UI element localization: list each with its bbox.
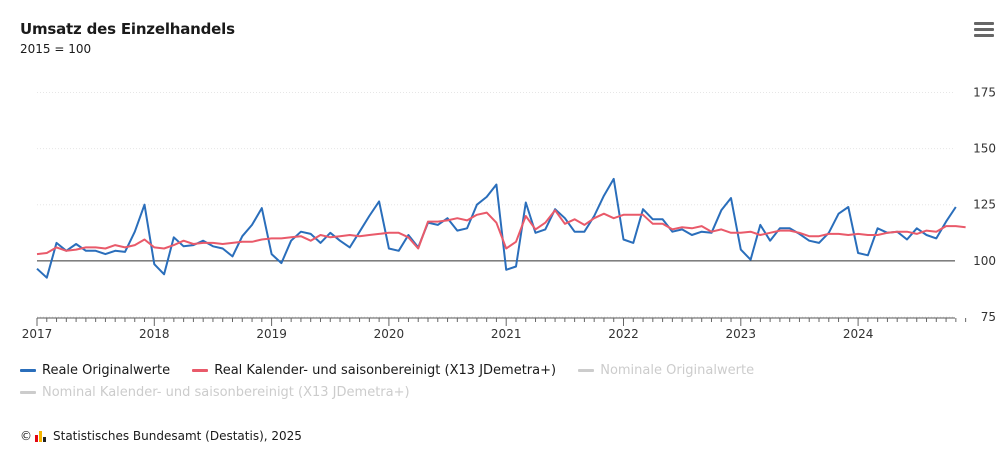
destatis-logo-icon — [35, 430, 49, 442]
x-tick-label: 2020 — [374, 327, 405, 340]
x-tick-label: 2021 — [491, 327, 522, 340]
series-line-reale-originalwerte — [36, 177, 957, 279]
chart-area: 75 100 125 150 175 2017 2018 2019 2020 2021 2022 2… — [22, 85, 996, 340]
y-tick-label: 150 — [973, 142, 996, 156]
legend-swatch — [20, 390, 36, 394]
chart-legend: Reale Originalwerte Real Kalender- und s… — [20, 360, 980, 402]
legend-swatch — [20, 368, 36, 372]
y-tick-label: 125 — [973, 198, 996, 212]
x-tick-label: 2017 — [22, 327, 53, 340]
series-line-real-kalender-und-saisonbereinigt-x13-jdemetra — [36, 209, 966, 256]
legend-item-nominale-originalwerte[interactable]: Nominale Originalwerte — [578, 360, 754, 380]
y-tick-label: 175 — [973, 85, 996, 99]
x-tick-label: 2019 — [256, 327, 287, 340]
source-credit: © Statistisches Bundesamt (Destatis), 20… — [20, 429, 302, 443]
hamburger-menu-icon[interactable] — [974, 22, 994, 40]
legend-label: Real Kalender- und saisonbereinigt (X13 … — [214, 362, 557, 378]
x-tick-label: 2022 — [608, 327, 639, 340]
chart-subtitle: 2015 = 100 — [20, 42, 92, 56]
legend-item-nominal-saisonbereinigt[interactable]: Nominal Kalender- und saisonbereinigt (X… — [20, 382, 410, 402]
x-tick-label: 2024 — [843, 327, 874, 340]
legend-label: Nominale Originalwerte — [600, 362, 755, 378]
y-tick-label: 100 — [973, 254, 996, 268]
y-tick-label: 75 — [981, 310, 996, 324]
source-text: Statistisches Bundesamt (Destatis), 2025 — [53, 429, 302, 443]
legend-label: Nominal Kalender- und saisonbereinigt (X… — [42, 384, 410, 400]
legend-swatch — [578, 368, 595, 372]
legend-item-reale-originalwerte[interactable]: Reale Originalwerte — [20, 360, 170, 380]
chart-title: Umsatz des Einzelhandels — [20, 20, 235, 38]
legend-item-real-saisonbereinigt[interactable]: Real Kalender- und saisonbereinigt (X13 … — [192, 360, 556, 380]
x-tick-label: 2018 — [139, 327, 170, 340]
copyright-symbol: © — [20, 429, 32, 443]
legend-swatch — [192, 368, 209, 372]
x-tick-label: 2023 — [726, 327, 757, 340]
legend-label: Reale Originalwerte — [42, 362, 171, 378]
